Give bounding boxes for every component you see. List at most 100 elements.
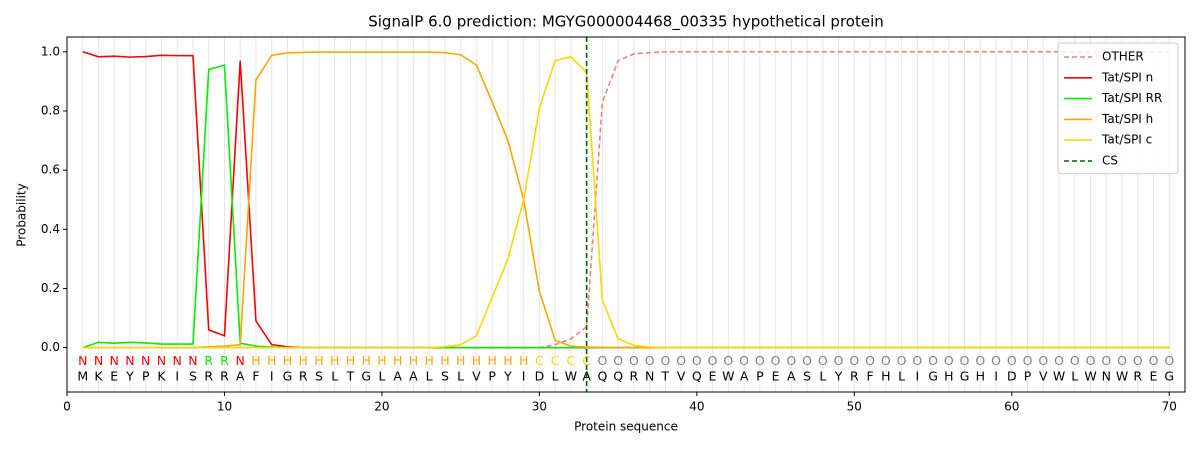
region-label: O bbox=[991, 353, 1001, 368]
y-tick-label: 1.0 bbox=[41, 44, 60, 58]
region-label: O bbox=[739, 353, 749, 368]
region-label: O bbox=[708, 353, 718, 368]
residue-label: K bbox=[157, 369, 166, 384]
region-label: H bbox=[472, 353, 481, 368]
series-line bbox=[82, 51, 1170, 349]
residue-label: G bbox=[283, 369, 293, 384]
x-tick-label: 50 bbox=[847, 400, 862, 414]
y-tick-label: 0.8 bbox=[41, 103, 60, 117]
y-tick-label: 0.6 bbox=[41, 163, 60, 177]
residue-label: W bbox=[565, 369, 577, 384]
region-label: O bbox=[960, 353, 970, 368]
residue-label: I bbox=[522, 369, 526, 384]
series-line bbox=[82, 50, 1170, 349]
region-label: O bbox=[928, 353, 938, 368]
region-label: O bbox=[1117, 353, 1127, 368]
region-label: C bbox=[551, 353, 560, 368]
region-label: C bbox=[535, 353, 544, 368]
x-tick-label: 70 bbox=[1162, 400, 1177, 414]
region-label: O bbox=[1023, 353, 1033, 368]
region-label: R bbox=[220, 353, 229, 368]
residue-label: S bbox=[441, 369, 449, 384]
region-label: N bbox=[125, 353, 134, 368]
region-label: O bbox=[975, 353, 985, 368]
region-label: H bbox=[456, 353, 465, 368]
region-label: H bbox=[298, 353, 307, 368]
residue-label: K bbox=[94, 369, 103, 384]
region-label: H bbox=[251, 353, 260, 368]
series-line bbox=[82, 55, 1170, 349]
region-label: O bbox=[1149, 353, 1159, 368]
residue-label: R bbox=[850, 369, 859, 384]
x-tick-label: 60 bbox=[1004, 400, 1019, 414]
residue-label: T bbox=[346, 369, 355, 384]
residue-label: I bbox=[270, 369, 274, 384]
region-label: H bbox=[440, 353, 449, 368]
residue-label: S bbox=[803, 369, 811, 384]
region-label: O bbox=[912, 353, 922, 368]
residue-label: D bbox=[535, 369, 545, 384]
region-label: O bbox=[613, 353, 623, 368]
region-label: N bbox=[141, 353, 150, 368]
residue-label: Q bbox=[597, 369, 607, 384]
region-label: O bbox=[629, 353, 639, 368]
region-label: N bbox=[110, 353, 119, 368]
residue-label: A bbox=[787, 369, 796, 384]
region-label: N bbox=[157, 353, 166, 368]
region-label: O bbox=[1007, 353, 1017, 368]
region-label: H bbox=[487, 353, 496, 368]
y-tick-label: 0.2 bbox=[41, 281, 60, 295]
residue-label: A bbox=[393, 369, 402, 384]
residue-label: P bbox=[1024, 369, 1032, 384]
series-line bbox=[82, 64, 1170, 349]
residue-label: H bbox=[976, 369, 985, 384]
residue-label: N bbox=[1102, 369, 1111, 384]
region-label: O bbox=[818, 353, 828, 368]
residue-label: Y bbox=[834, 369, 843, 384]
region-label: H bbox=[283, 353, 292, 368]
region-label: O bbox=[1086, 353, 1096, 368]
region-label: N bbox=[236, 353, 245, 368]
residue-label: F bbox=[252, 369, 259, 384]
residue-label: I bbox=[994, 369, 998, 384]
region-label: O bbox=[1070, 353, 1080, 368]
residue-label: M bbox=[77, 369, 88, 384]
region-label: O bbox=[676, 353, 686, 368]
y-tick-label: 0.0 bbox=[41, 340, 60, 354]
region-label: H bbox=[361, 353, 370, 368]
residue-label: I bbox=[915, 369, 919, 384]
residue-label: R bbox=[1133, 369, 1142, 384]
legend-label: OTHER bbox=[1102, 50, 1144, 64]
residue-label: P bbox=[756, 369, 764, 384]
region-label: O bbox=[834, 353, 844, 368]
legend-label: Tat/SPI c bbox=[1101, 133, 1152, 147]
y-tick-label: 0.4 bbox=[41, 222, 60, 236]
region-label: N bbox=[173, 353, 182, 368]
residue-label: E bbox=[1150, 369, 1158, 384]
residue-label: L bbox=[426, 369, 433, 384]
residue-label: P bbox=[142, 369, 150, 384]
x-tick-label: 0 bbox=[63, 400, 71, 414]
region-label: R bbox=[204, 353, 213, 368]
residue-label: L bbox=[898, 369, 905, 384]
residue-label: G bbox=[928, 369, 938, 384]
region-label: O bbox=[802, 353, 812, 368]
residue-label: R bbox=[204, 369, 213, 384]
residue-label: F bbox=[866, 369, 873, 384]
region-label: H bbox=[393, 353, 402, 368]
residue-label: L bbox=[331, 369, 338, 384]
residue-label: A bbox=[740, 369, 749, 384]
region-label: O bbox=[1054, 353, 1064, 368]
y-axis-label: Probability bbox=[15, 183, 29, 246]
region-label: O bbox=[597, 353, 607, 368]
region-label: O bbox=[865, 353, 875, 368]
region-label: O bbox=[897, 353, 907, 368]
residue-label: H bbox=[881, 369, 890, 384]
region-label: N bbox=[188, 353, 197, 368]
residue-label: G bbox=[960, 369, 970, 384]
residue-label: N bbox=[645, 369, 654, 384]
residue-label: E bbox=[772, 369, 780, 384]
plot-frame bbox=[66, 36, 1186, 393]
region-label: O bbox=[771, 353, 781, 368]
residue-label: W bbox=[1084, 369, 1096, 384]
